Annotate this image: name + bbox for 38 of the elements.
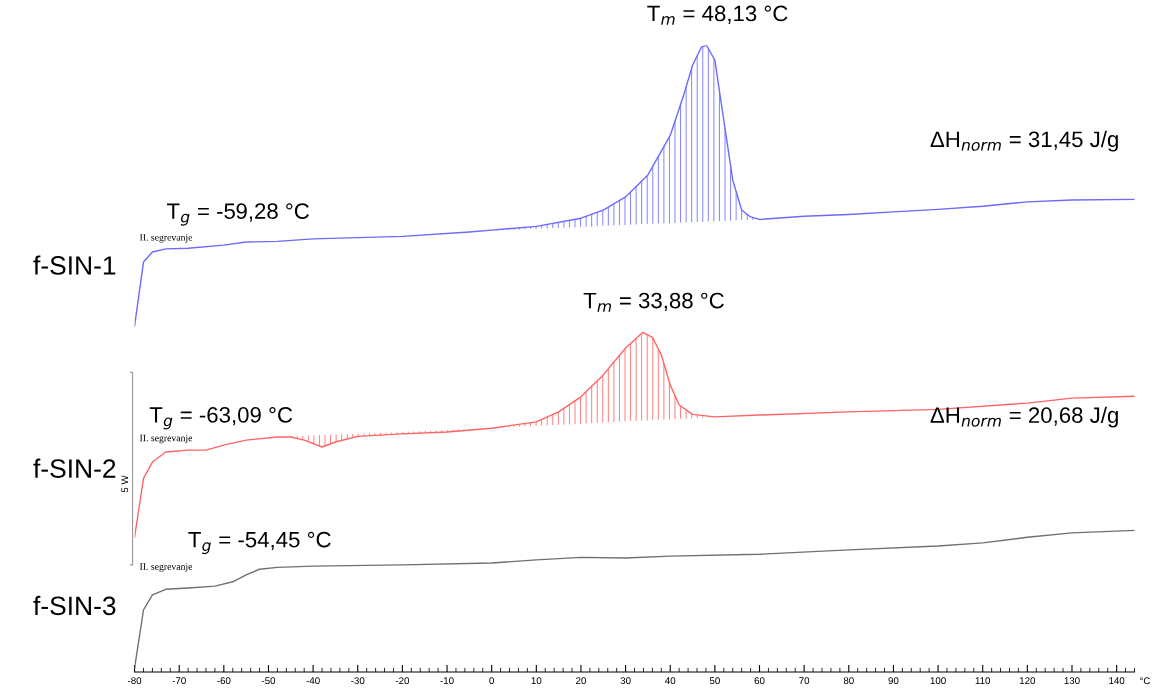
x-tick-label: 70 [799,677,810,685]
x-tick-label: 80 [843,677,854,685]
x-tick-label: 10 [531,677,542,685]
x-tick-label: 130 [1064,677,1080,685]
x-tick-label: -20 [395,677,410,685]
x-tick-label: 0 [489,677,494,685]
annotation: T$_{g}$ = -59,28 °C [167,203,309,226]
x-tick-label: 40 [665,677,676,685]
annotation: T$_{m}$ = 33,88 °C [583,292,724,312]
x-tick-label: -30 [351,677,365,685]
annotation: T$_{m}$ = 48,13 °C [647,5,788,25]
x-tick-label: 110 [975,677,991,685]
text: 5 W [121,475,129,493]
x-axis-title: °C [1140,677,1151,685]
x-tick-label: 50 [709,677,720,685]
x-tick-label: 140 [1109,677,1125,685]
series-label: f-SIN-3 [33,595,116,616]
annotation: ΔH$_{norm}$ = 20,68 J/g [930,406,1118,428]
annotation: ΔH$_{norm}$ = 31,45 J/g [930,130,1118,152]
annotation: II. segrevanje [139,234,193,243]
x-tick-label: 100 [930,677,946,685]
x-tick-label: 90 [888,677,899,685]
x-tick-label: -50 [261,677,276,685]
x-tick-label: -60 [217,677,231,685]
annotation: T$_{g}$ = -63,09 °C [149,407,293,430]
annotation: II. segrevanje [139,434,193,444]
x-tick-label: -10 [440,677,454,685]
x-tick-label: 30 [620,677,631,685]
x-tick-label: -40 [306,677,320,685]
x-tick-label: 20 [576,677,586,685]
annotation: II. segrevanje [139,563,193,572]
x-tick-label: 60 [754,677,765,685]
x-tick-label: -80 [127,677,142,685]
series-label: f-SIN-2 [33,458,116,478]
annotation: T$_{g}$ = -54,45 °C [188,531,331,555]
x-tick-label: 120 [1019,677,1036,685]
x-tick-label: -70 [172,677,186,685]
series-label: f-SIN-1 [33,255,116,275]
